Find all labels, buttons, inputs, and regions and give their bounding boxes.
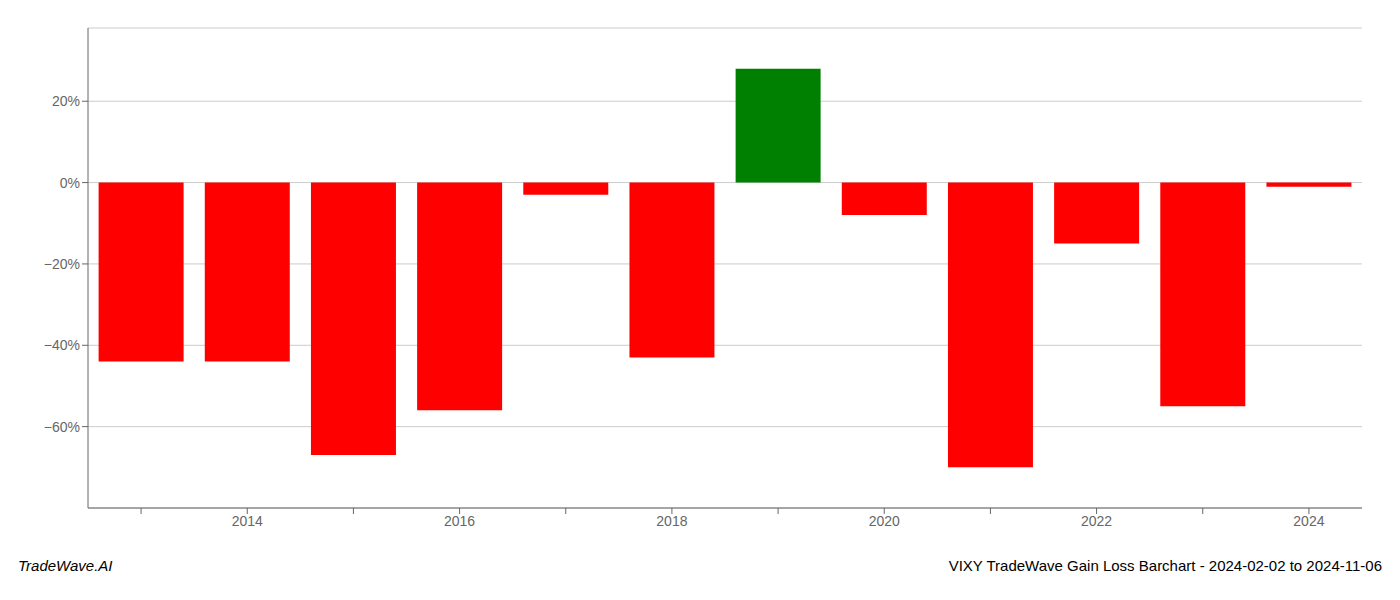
html-text:VIXY TradeWave Gain Loss Barch: VIXY TradeWave Gain Loss Barchart - 2024… — [948, 557, 1382, 574]
svg-text:2014: 2014 — [232, 513, 263, 529]
svg-text:2018: 2018 — [656, 513, 687, 529]
svg-text:2016: 2016 — [444, 513, 475, 529]
svg-text:−20%: −20% — [44, 256, 80, 272]
svg-text:20%: 20% — [52, 93, 80, 109]
svg-text:0%: 0% — [60, 175, 80, 191]
svg-text:2022: 2022 — [1081, 513, 1112, 529]
svg-text:−60%: −60% — [44, 419, 80, 435]
svg-text:−40%: −40% — [44, 337, 80, 353]
html-text:TradeWave.AI: TradeWave.AI — [18, 557, 113, 574]
svg-text:2024: 2024 — [1293, 513, 1324, 529]
svg-text:2020: 2020 — [869, 513, 900, 529]
